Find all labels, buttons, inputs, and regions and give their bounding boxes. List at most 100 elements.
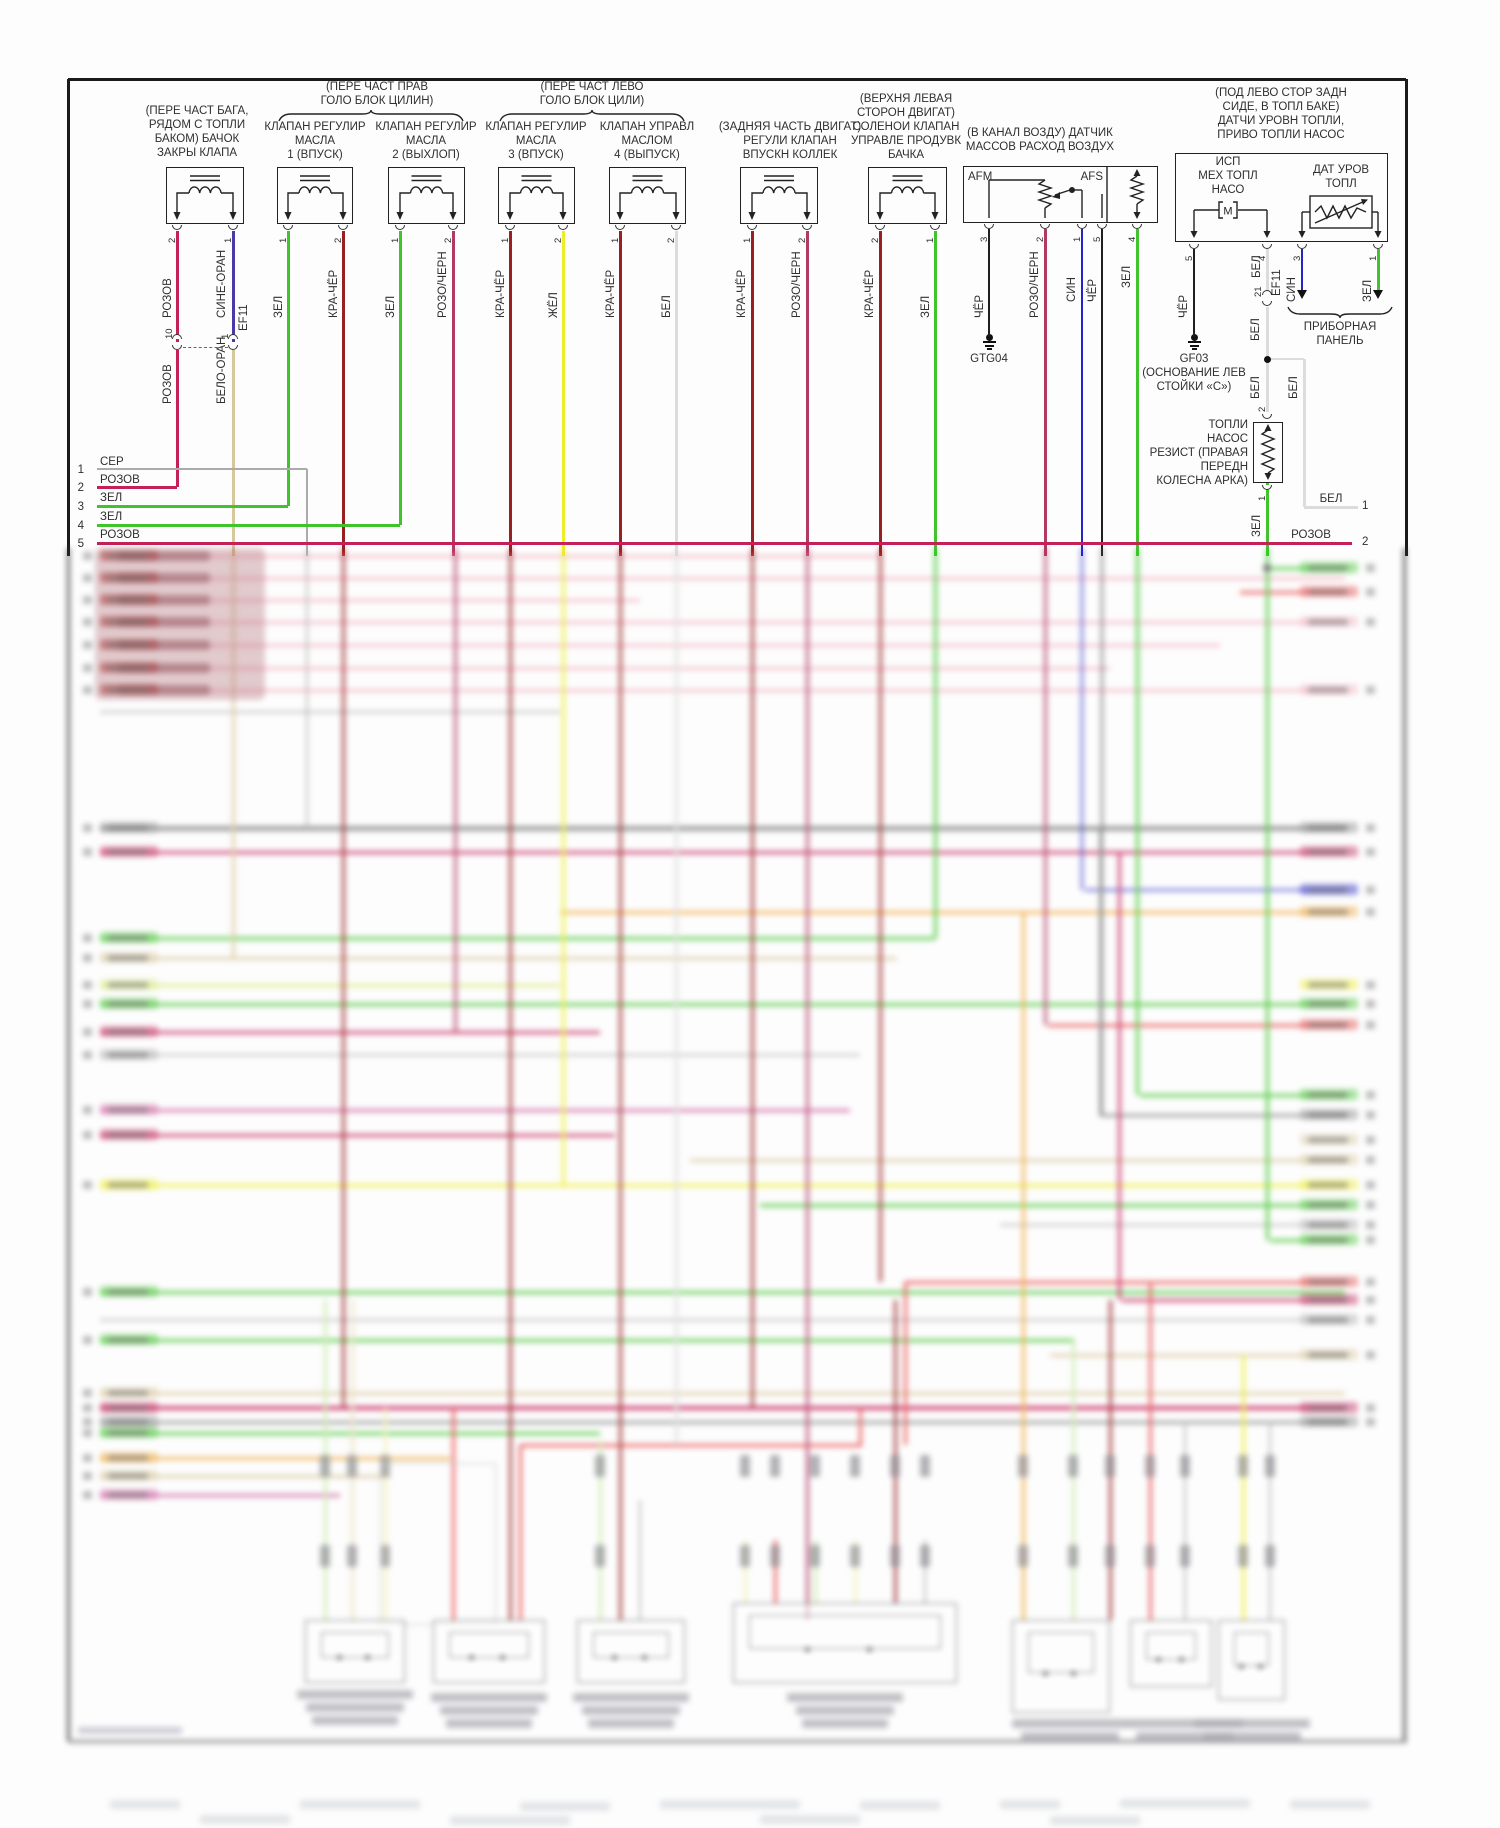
- blur-wire-h: [760, 1203, 1345, 1207]
- blur-tick: [1366, 981, 1375, 989]
- blur-tick: [83, 552, 92, 560]
- blur-connector-blob: [95, 548, 265, 700]
- component-caption-canister-close-valve: (ПЕРЕ ЧАСТ БАГА, РЯДОМ С ТОПЛИ БАКОМ) БА…: [145, 105, 249, 159]
- blur-connector-outline: [380, 1463, 496, 1625]
- blur-component-inner: [1234, 1632, 1269, 1666]
- blur-tick: [83, 1336, 92, 1344]
- blur-contact-dot: [468, 1654, 474, 1660]
- component-caption-oil-control-valve-2: КЛАПАН РЕГУЛИР МАСЛА 2 (ВЫХЛОП): [375, 121, 477, 161]
- blur-wire-h: [1100, 1113, 1345, 1117]
- inline-connector-break: [228, 334, 238, 339]
- blur-tick: [83, 848, 92, 856]
- blur-wire-v: [773, 1540, 777, 1603]
- blur-badge-core: [108, 618, 148, 625]
- blur-connector-blob-row: [118, 617, 210, 627]
- wire-segment: [508, 231, 512, 556]
- blur-caption-blob: [306, 1703, 404, 1712]
- blur-wire-h: [100, 643, 1220, 647]
- blur-wire-h: [520, 1443, 862, 1447]
- blur-caption-blob: [297, 1690, 413, 1699]
- blur-connector-blob-row: [118, 551, 210, 561]
- blur-badge: [100, 1452, 158, 1463]
- coil-symbol: [396, 175, 457, 220]
- wire-segment: [341, 231, 345, 556]
- row-label: AFM: [968, 171, 993, 183]
- wire-segment: [175, 231, 179, 342]
- blur-badge: [100, 594, 158, 605]
- row-number: 3: [77, 501, 84, 513]
- maf-box: [963, 166, 1158, 223]
- blur-badge: [1300, 616, 1358, 627]
- blur-wire-v: [1265, 548, 1269, 1240]
- blur-caption-blob: [1203, 1732, 1301, 1741]
- page-border: [1402, 548, 1406, 1741]
- blur-tick: [83, 981, 92, 989]
- blur-badge: [1300, 1234, 1358, 1245]
- row-label: БЕЛ: [1319, 493, 1343, 505]
- blur-caption-blob: [796, 1706, 894, 1715]
- blur-caption-blob: [446, 1719, 532, 1728]
- blur-tick: [83, 1288, 92, 1296]
- blur-wire-v: [305, 548, 309, 828]
- blur-ghost-text: [520, 1802, 610, 1811]
- blur-badge: [1300, 1276, 1358, 1287]
- blur-caption-blob: [1136, 1732, 1234, 1741]
- blur-wire-h: [100, 1493, 340, 1497]
- blur-ghost-text: [1120, 1799, 1250, 1808]
- blur-wire-v: [518, 1445, 522, 1620]
- blur-tick: [1366, 1351, 1375, 1359]
- blur-contact-dot: [1179, 1656, 1185, 1662]
- blur-pin-label: [1180, 1455, 1190, 1477]
- blur-wire-h: [100, 1054, 860, 1056]
- blur-badge: [1300, 1154, 1358, 1165]
- fuel-pump-motor-label: ИСП МЕХ ТОПЛ НАСО: [1198, 156, 1258, 196]
- blur-contact-dot: [1258, 1664, 1264, 1669]
- blur-badge: [100, 1334, 158, 1345]
- svg-text:M: M: [1223, 206, 1232, 218]
- blur-pin-label: [347, 1545, 357, 1567]
- blur-badge: [100, 952, 158, 963]
- blur-badge: [1300, 586, 1358, 597]
- blur-wire-v: [561, 548, 565, 1185]
- blur-ghost-text: [760, 1815, 860, 1824]
- blur-wire-v: [1241, 1355, 1245, 1620]
- cylinder-head-bracket-label-1: (ПЕРЕ ЧАСТ ЛЕВО ГОЛО БЛОК ЦИЛИ): [539, 81, 645, 107]
- blur-pin-label: [890, 1545, 900, 1567]
- blur-contact-dot: [804, 1647, 810, 1652]
- component-caption-oil-control-valve-4: КЛАПАН УПРАВЛ МАСЛОМ 4 (ВЫПУСК): [599, 121, 695, 161]
- wire-segment: [1101, 229, 1103, 556]
- component-caption-intake-manifold-valve: (ЗАДНЯЯ ЧАСТЬ ДВИГАТ) РЕГУЛИ КЛАПАН ВПУС…: [718, 121, 862, 161]
- blur-wire-v: [383, 1408, 387, 1620]
- blur-wire-v: [674, 548, 678, 1445]
- blur-component-box: [577, 1620, 685, 1683]
- component-caption-oil-control-valve-1: КЛАПАН РЕГУЛИР МАСЛА 1 (ВПУСК): [264, 121, 366, 161]
- blur-badge: [1300, 1402, 1358, 1413]
- blur-connector-blob-row: [118, 663, 210, 673]
- blur-badge-core: [1308, 1221, 1348, 1228]
- row-number: 2: [77, 482, 84, 494]
- blur-wire-v: [618, 548, 622, 1620]
- blur-ghost-text: [110, 1800, 180, 1809]
- blur-component-box: [733, 1603, 957, 1683]
- blur-tick: [1366, 1000, 1375, 1008]
- ground-label-1: GF03 (ОСНОВАНИЕ ЛЕВ СТОЙКИ «С»): [1142, 353, 1246, 393]
- blur-badge-core: [108, 1106, 148, 1113]
- blur-component-inner: [1146, 1632, 1196, 1660]
- blur-badge: [100, 1387, 158, 1398]
- blur-badge-core: [1308, 908, 1348, 915]
- blur-wire-v: [341, 548, 345, 1408]
- blur-badge: [100, 662, 158, 673]
- blur-badge-core: [108, 1454, 148, 1461]
- blur-caption-blob: [1021, 1732, 1119, 1741]
- row-number: 2: [1362, 536, 1369, 548]
- coil-symbol: [173, 175, 237, 220]
- blur-pin-label: [770, 1545, 780, 1567]
- blur-badge: [100, 846, 158, 857]
- blur-caption-blob: [802, 1719, 888, 1728]
- blur-badge-core: [1308, 824, 1348, 831]
- blur-wire-v: [933, 548, 937, 938]
- blur-badge-core: [1308, 886, 1348, 893]
- blur-badge: [100, 639, 158, 650]
- pump-internals: M: [1190, 195, 1382, 238]
- blur-badge: [100, 1104, 158, 1115]
